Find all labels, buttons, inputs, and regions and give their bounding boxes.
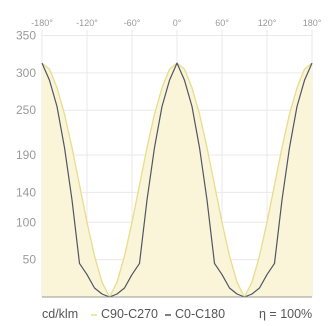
y-tick-label: 350 (16, 29, 36, 43)
legend-unit: cd/klm (42, 307, 78, 321)
x-tick-label: 120° (258, 18, 277, 28)
x-tick-label: -120° (76, 18, 98, 28)
series-area-c90-c270 (42, 63, 312, 297)
y-tick-label: 140 (16, 185, 36, 199)
x-tick-label: 60° (215, 18, 229, 28)
legend-efficiency: η = 100% (259, 307, 312, 321)
x-tick-label: -180° (31, 18, 53, 28)
y-tick-label: 300 (16, 66, 36, 80)
y-tick-label: 50 (23, 253, 37, 267)
legend-label-c90: C90-C270 (101, 307, 158, 321)
x-tick-label: -60° (124, 18, 141, 28)
legend: cd/klm C90-C270 C0-C180 η = 100% (42, 307, 312, 321)
y-tick-label: 190 (16, 148, 36, 162)
tick-labels: -180° -120° -60° 0° 60° 120° 180° 50 100 140 190 25… (16, 18, 322, 267)
x-tick-label: 180° (303, 18, 322, 28)
x-tick-label: 0° (173, 18, 182, 28)
y-tick-label: 100 (16, 215, 36, 229)
legend-label-c0: C0-C180 (175, 307, 225, 321)
y-tick-label: 250 (16, 103, 36, 117)
series-line-c0-c180 (41, 62, 313, 298)
series-layer (41, 62, 313, 298)
